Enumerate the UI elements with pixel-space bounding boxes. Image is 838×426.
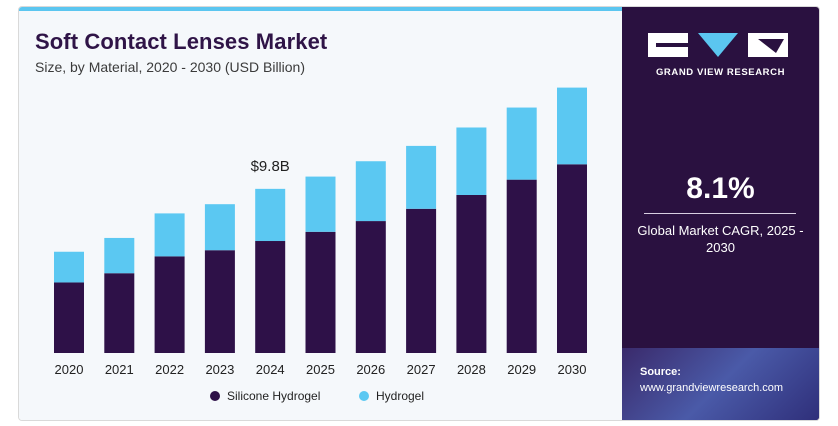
bar-silicone-hydrogel-2021 [104, 273, 135, 353]
bar-silicone-hydrogel-2023 [204, 250, 235, 353]
divider [644, 213, 796, 214]
bar-hydrogel-2027 [406, 145, 437, 209]
legend-label: Silicone Hydrogel [227, 389, 320, 403]
legend-label: Hydrogel [376, 389, 424, 403]
bar-silicone-hydrogel-2024 [255, 241, 286, 353]
bar-silicone-hydrogel-2030 [557, 164, 587, 353]
bar-hydrogel-2022 [154, 213, 185, 257]
cagr-label: Global Market CAGR, 2025 - 2030 [637, 223, 804, 255]
x-tick-label: 2026 [356, 362, 385, 377]
bar-hydrogel-2030 [557, 87, 587, 165]
bar-silicone-hydrogel-2026 [355, 221, 386, 353]
source-label: Source: [640, 366, 681, 378]
data-label-annotation: $9.8B [251, 158, 290, 175]
x-tick-label: 2021 [105, 362, 134, 377]
bar-silicone-hydrogel-2022 [154, 256, 185, 353]
source-box: Source: www.grandviewresearch.com [622, 348, 819, 420]
brand-name: GRAND VIEW RESEARCH [655, 67, 786, 78]
bar-silicone-hydrogel-2020 [54, 282, 84, 353]
chart-subtitle: Size, by Material, 2020 - 2030 (USD Bill… [35, 59, 306, 75]
chart-card: Soft Contact Lenses Market Size, by Mate… [18, 6, 820, 421]
source-url[interactable]: www.grandviewresearch.com [640, 382, 784, 394]
x-tick-label: 2029 [507, 362, 536, 377]
bar-hydrogel-2021 [104, 237, 135, 274]
bar-hydrogel-2020 [54, 251, 84, 283]
bar-silicone-hydrogel-2029 [506, 179, 537, 353]
legend-marker-silicone-hydrogel [210, 391, 220, 401]
chart-title: Soft Contact Lenses Market [35, 29, 328, 54]
bar-hydrogel-2028 [456, 127, 487, 195]
x-tick-label: 2028 [457, 362, 486, 377]
bar-hydrogel-2023 [204, 204, 235, 251]
bar-hydrogel-2024 [255, 188, 286, 242]
grand-view-research-logo [648, 33, 788, 57]
bar-hydrogel-2025 [305, 176, 336, 232]
legend-marker-hydrogel [359, 391, 369, 401]
x-tick-label: 2024 [256, 362, 285, 377]
x-tick-label: 2027 [407, 362, 436, 377]
x-tick-label: 2025 [306, 362, 335, 377]
cagr-value: 8.1% [686, 172, 755, 205]
bar-hydrogel-2029 [506, 107, 537, 180]
accent-bar [19, 7, 622, 11]
x-tick-label: 2020 [55, 362, 84, 377]
bar-silicone-hydrogel-2027 [406, 208, 437, 353]
x-tick-label: 2030 [558, 362, 587, 377]
info-panel: GRAND VIEW RESEARCH 8.1% Global Market C… [622, 7, 819, 420]
bar-silicone-hydrogel-2025 [305, 231, 336, 353]
chart-panel: Soft Contact Lenses Market Size, by Mate… [19, 7, 622, 420]
bar-chart: 2020 2021 2022 2023 2024 2025 2026 2027 2028 2029… [54, 87, 587, 403]
bar-silicone-hydrogel-2028 [456, 194, 487, 353]
x-tick-label: 2022 [155, 362, 184, 377]
x-tick-label: 2023 [205, 362, 234, 377]
bar-hydrogel-2026 [355, 161, 386, 222]
